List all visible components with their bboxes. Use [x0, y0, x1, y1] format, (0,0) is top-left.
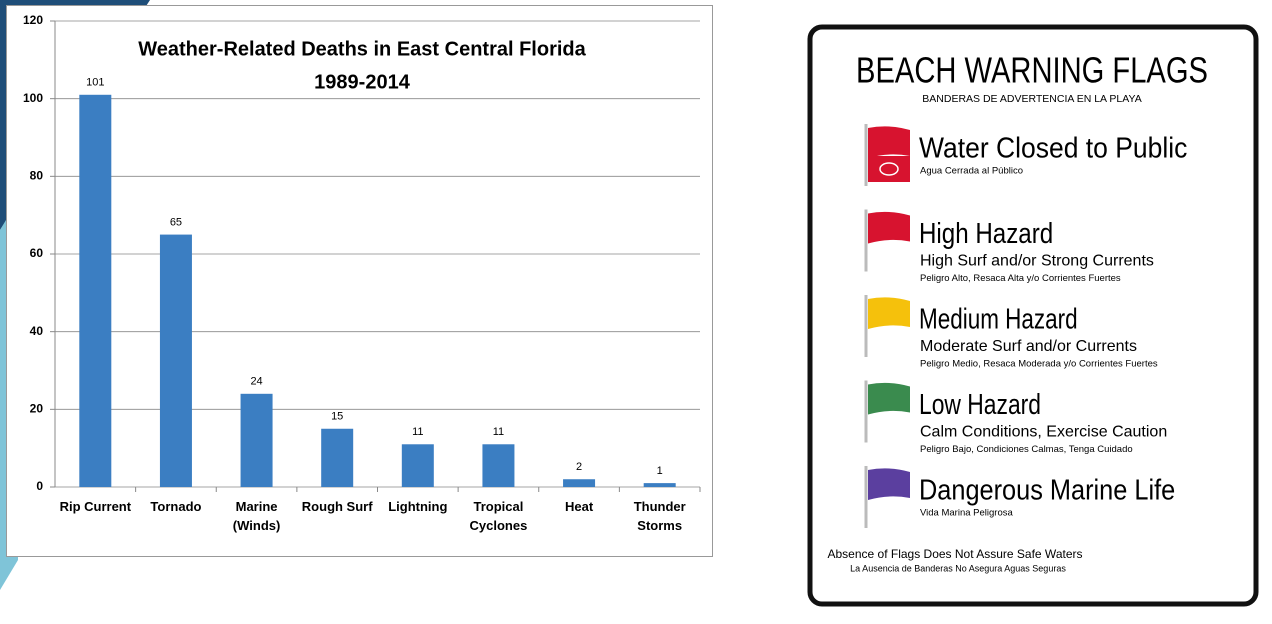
x-tick-label: Rip Current — [59, 499, 132, 514]
chart-title: Weather-Related Deaths in East Central F… — [138, 38, 586, 60]
flag-heading: Dangerous Marine Life — [919, 475, 1175, 507]
y-tick-label: 0 — [36, 479, 43, 493]
x-tick-label: Rough Surf — [301, 499, 373, 514]
value-label: 65 — [170, 216, 182, 228]
y-tick-label: 100 — [23, 91, 43, 105]
value-label: 2 — [576, 461, 582, 473]
x-tick-label: Lightning — [388, 499, 448, 514]
flag-detail: High Surf and/or Strong Currents — [920, 253, 1154, 270]
chart-frame — [6, 5, 713, 557]
flag-spanish: Agua Cerrada al Público — [920, 166, 1023, 177]
flag — [868, 468, 910, 500]
chart-subtitle: 1989-2014 — [314, 71, 411, 93]
x-tick-label: Heat — [564, 499, 594, 514]
bar — [563, 479, 596, 487]
y-tick-label: 120 — [23, 13, 43, 27]
flag-spanish: Peligro Alto, Resaca Alta y/o Corrientes… — [920, 273, 1121, 284]
flag-heading: Water Closed to Public — [919, 133, 1187, 165]
bar — [240, 393, 273, 487]
value-label: 24 — [250, 376, 262, 388]
y-tick-label: 60 — [30, 246, 44, 260]
value-label: 11 — [493, 426, 504, 438]
flag-icon — [879, 162, 899, 176]
flag — [868, 382, 910, 415]
y-tick-label: 40 — [30, 324, 44, 338]
value-label: 1 — [657, 465, 663, 477]
bar — [482, 444, 515, 487]
x-tick-label: Tropical Cyclones — [469, 499, 528, 533]
value-label: 101 — [86, 77, 104, 89]
flag-lower — [868, 156, 910, 182]
flag-heading: High Hazard — [919, 218, 1053, 250]
y-tick-label: 20 — [30, 402, 44, 416]
flag — [868, 126, 910, 158]
x-tick-label: Tornado — [150, 499, 202, 514]
flag-spanish: Peligro Bajo, Condiciones Calmas, Tenga … — [920, 444, 1133, 455]
sign-footer: Absence of Flags Does Not Assure Safe Wa… — [827, 547, 1082, 561]
sign-title: BEACH WARNING FLAGS — [856, 50, 1208, 91]
flag-detail: Calm Conditions, Exercise Caution — [920, 424, 1167, 441]
bar — [401, 444, 434, 487]
flag-spanish: Peligro Medio, Resaca Moderada y/o Corri… — [920, 359, 1158, 370]
bar — [159, 234, 192, 487]
sign-subtitle: BANDERAS DE ADVERTENCIA EN LA PLAYA — [922, 93, 1141, 105]
flag-spanish: Vida Marina Peligrosa — [920, 508, 1013, 519]
flag-detail: Moderate Surf and/or Currents — [920, 338, 1137, 355]
bar — [643, 483, 676, 487]
y-tick-label: 80 — [30, 169, 44, 183]
value-label: 11 — [412, 426, 423, 438]
x-tick-label: Marine (Winds) — [232, 499, 281, 533]
flag-heading: Low Hazard — [919, 389, 1041, 421]
bar — [79, 94, 112, 488]
sign-frame — [807, 24, 1259, 607]
flag — [868, 297, 910, 329]
sign-footer-sub: La Ausencia de Banderas No Asegura Aguas… — [850, 563, 1066, 573]
flag — [868, 211, 910, 244]
flag-heading: Medium Hazard — [919, 304, 1078, 336]
value-label: 15 — [331, 411, 343, 423]
bar — [321, 428, 354, 487]
x-tick-label: Thunder Storms — [633, 499, 686, 533]
